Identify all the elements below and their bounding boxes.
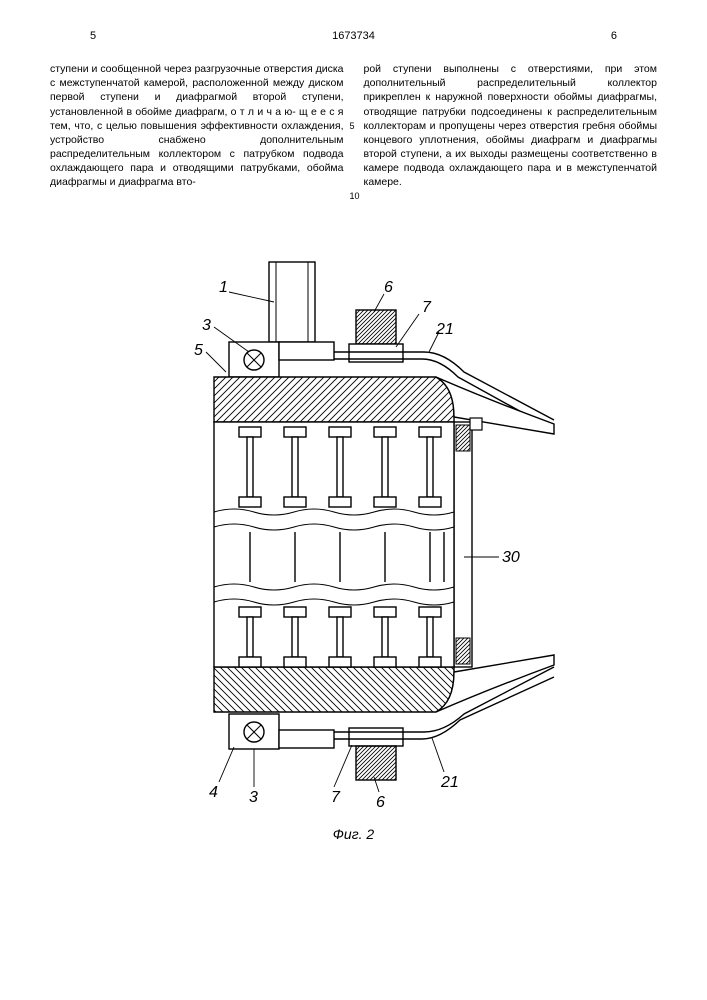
figure-area: 1 3 5 6 7 21 30 4 3 7 6 21 [50,252,657,812]
left-column: ступени и сообщенной через разгрузочные … [50,62,344,212]
col-left-num: 5 [90,30,96,42]
right-column: 5 10 рой ступени выполнены с отверстиями… [364,62,658,212]
fig-label-21b: 21 [440,774,459,791]
fig-label-5: 5 [194,342,203,359]
figure-caption: Фиг. 2 [50,826,657,842]
fig-label-30: 30 [502,549,520,566]
line-marker-10: 10 [350,190,360,202]
figure-svg: 1 3 5 6 7 21 30 4 3 7 6 21 [134,252,574,812]
fig-label-7a: 7 [422,299,432,316]
fig-label-6b: 6 [376,794,385,811]
fig-label-21a: 21 [435,321,454,338]
right-column-text: рой ступени выполнены с отверстиями, при… [364,63,658,188]
text-columns: ступени и сообщенной через разгрузочные … [50,62,657,212]
left-column-text: ступени и сообщенной через разгрузочные … [50,63,344,188]
fig-label-4: 4 [209,784,218,801]
fig-label-3a: 3 [202,317,211,334]
fig-label-6a: 6 [384,279,393,296]
fig-label-7b: 7 [331,789,341,806]
patent-number: 1673734 [332,30,375,42]
fig-label-1: 1 [219,279,228,296]
fig-label-3b: 3 [249,789,258,806]
page-header: 5 1673734 6 [50,30,657,42]
line-marker-5: 5 [350,120,355,132]
col-right-num: 6 [611,30,617,42]
